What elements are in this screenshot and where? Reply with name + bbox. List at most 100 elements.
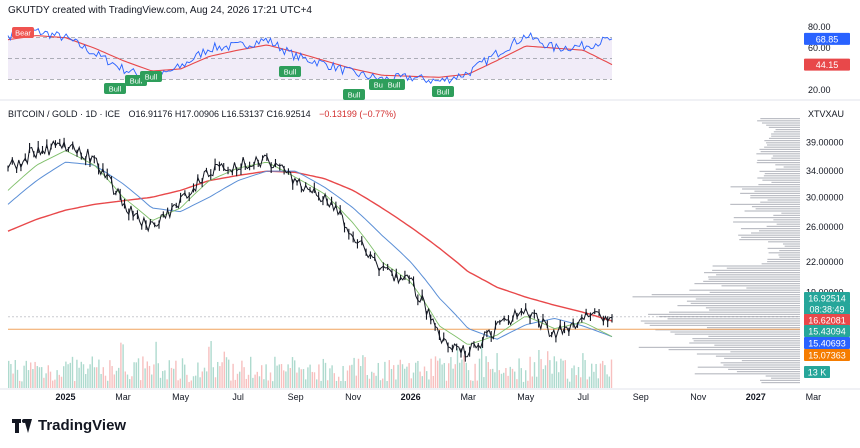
volume-bar <box>254 374 256 388</box>
volume-bar <box>243 367 245 388</box>
volume-bar <box>100 373 102 388</box>
x-axis-tick-label: Mar <box>460 392 476 402</box>
volume-bar <box>76 359 78 388</box>
rsi-axis-tick-label: 80.00 <box>808 22 831 32</box>
volume-bar <box>82 364 85 388</box>
volume-profile-bar <box>773 219 800 221</box>
volume-bar <box>276 365 278 388</box>
volume-bar <box>217 361 219 388</box>
volume-profile-bar <box>649 324 800 326</box>
volume-bar <box>417 360 419 388</box>
volume-bar <box>294 360 296 388</box>
x-axis-tick-label: Nov <box>345 392 362 402</box>
volume-profile-bar <box>709 291 800 293</box>
volume-bar <box>265 364 267 388</box>
volume-bar <box>210 341 212 388</box>
volume-profile-bar <box>686 300 800 302</box>
volume-profile-bar <box>751 232 800 234</box>
signal-box-bull <box>279 66 301 77</box>
volume-bar <box>377 362 379 388</box>
volume-bar <box>87 368 89 388</box>
volume-bar <box>115 370 118 388</box>
volume-bar <box>503 372 505 388</box>
volume-bar <box>476 380 478 388</box>
volume-profile-bar <box>771 157 800 159</box>
volume-profile-bar <box>741 236 800 238</box>
signal-box-bull <box>140 71 162 82</box>
volume-profile-bar <box>760 201 800 203</box>
volume-profile-bar <box>750 195 800 197</box>
signal-box-bull <box>383 79 405 90</box>
signal-box-bull <box>104 83 126 94</box>
volume-profile-bar <box>761 382 800 384</box>
volume-bar <box>67 364 69 388</box>
volume-bar <box>564 360 566 388</box>
volume-bar <box>412 372 415 388</box>
volume-profile-bar <box>764 146 800 148</box>
volume-profile-bar <box>708 276 800 278</box>
ohlc-low: L16.53137 <box>221 109 265 119</box>
volume-bar <box>364 357 366 388</box>
volume-profile-bar <box>784 245 800 247</box>
volume-profile-bar <box>779 250 800 252</box>
signal-label-bull: Bull <box>437 88 450 97</box>
volume-bar <box>498 370 500 388</box>
volume-bar <box>382 378 384 388</box>
volume-profile-bar <box>771 135 800 137</box>
signal-label-bull: Bull <box>388 81 401 90</box>
volume-bar <box>41 367 43 388</box>
volume-bar <box>71 356 74 388</box>
volume-bar <box>208 346 210 388</box>
volume-profile-bar <box>768 252 800 254</box>
price-tag-label: 13 K <box>808 368 827 378</box>
volume-bar <box>327 380 329 388</box>
volume-bar <box>500 373 503 388</box>
volume-bar <box>390 368 393 388</box>
volume-bar <box>320 380 322 388</box>
volume-bar <box>236 373 239 388</box>
volume-bar <box>549 360 551 388</box>
volume-profile-bar <box>773 131 800 133</box>
volume-bar <box>522 381 525 388</box>
x-axis-tick-label: 2027 <box>746 392 766 402</box>
volume-bar <box>186 374 188 388</box>
price-axis-tick-label: 30.00000 <box>806 192 844 202</box>
volume-bar <box>404 368 406 388</box>
volume-profile-bar <box>765 375 800 377</box>
volume-profile-bar <box>740 192 800 194</box>
volume-bar <box>588 376 591 388</box>
volume-profile-bar <box>761 122 800 124</box>
volume-profile-bar <box>781 212 800 214</box>
price-axis-tick-label: 26.00000 <box>806 222 844 232</box>
volume-profile-bar <box>690 302 800 304</box>
volume-bar <box>421 376 423 388</box>
volume-bar <box>494 372 496 388</box>
rsi-value-tag <box>804 32 850 45</box>
volume-profile-bar <box>750 197 800 199</box>
volume-profile-bar <box>689 342 800 344</box>
ohlc-change: −0.13199 (−0.77%) <box>319 109 397 119</box>
volume-profile-bar <box>689 289 800 291</box>
volume-bar <box>168 360 170 388</box>
volume-bar <box>584 360 586 388</box>
price-tag-label: 08:38:49 <box>809 305 844 315</box>
price-tag <box>804 337 850 349</box>
volume-bar <box>560 358 562 388</box>
brand-name: TradingView <box>38 417 127 434</box>
ma-20-line <box>7 150 613 345</box>
volume-profile-bar <box>715 355 800 357</box>
volume-profile-bar <box>759 170 800 172</box>
volume-bar <box>195 375 197 388</box>
volume-bar <box>316 379 318 388</box>
volume-bar <box>520 368 522 388</box>
volume-bar <box>540 359 542 388</box>
volume-bar <box>162 371 164 388</box>
volume-profile-bar <box>783 166 800 168</box>
price-tag-label: 15.07363 <box>808 351 846 361</box>
volume-profile-bar <box>767 199 800 201</box>
volume-bar <box>569 381 571 388</box>
volume-bar <box>547 351 549 388</box>
volume-bar <box>287 364 289 388</box>
volume-bar <box>388 360 390 388</box>
